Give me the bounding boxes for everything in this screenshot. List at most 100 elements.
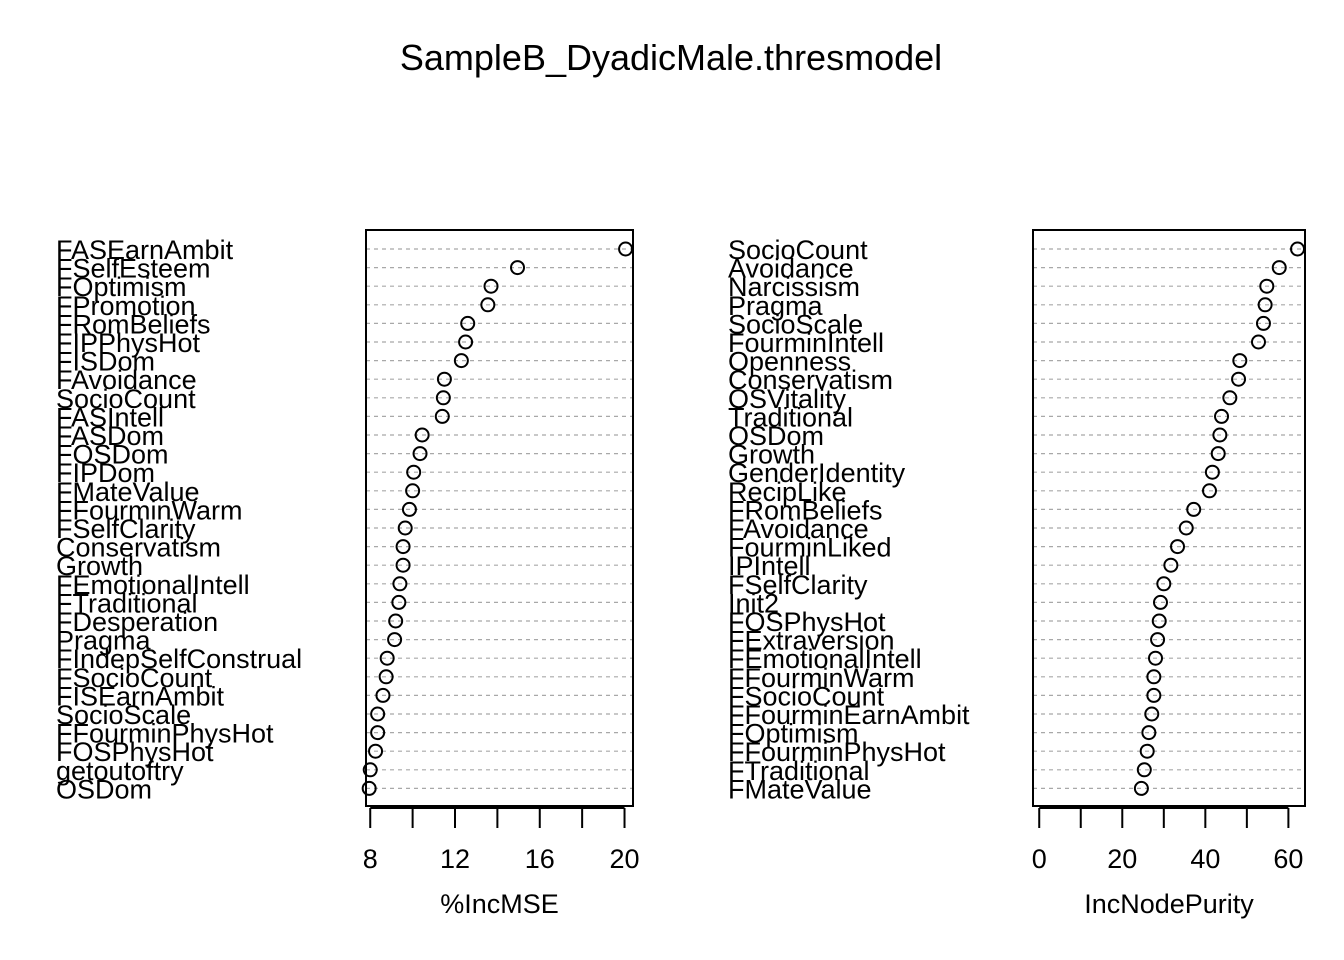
category-label: FPromotion [56,291,196,321]
category-label: FTraditional [728,756,870,786]
data-point [1150,632,1166,648]
category-label: SocioScale [56,700,191,730]
category-label: FASDom [56,421,164,451]
category-label: FSocioCount [56,663,213,693]
category-label: FMateValue [728,774,872,804]
category-label: FOptimism [56,272,187,302]
category-label: OSVitality [728,384,847,414]
data-point [1257,297,1273,313]
data-point [483,278,499,294]
category-label: FRomBeliefs [56,309,211,339]
plot-frame [365,229,634,807]
category-label: FFourminWarm [728,663,915,693]
category-label: FASIntell [56,402,164,432]
category-label: FAvoidance [728,514,869,544]
category-label: FSelfClarity [728,570,868,600]
data-point [1201,483,1217,499]
category-label: Growth [56,551,143,581]
data-point [1139,743,1155,759]
data-point [1136,762,1152,778]
data-point [1232,353,1248,369]
x-tick-label: 8 [363,844,378,874]
category-label: getoutoftry [56,756,184,786]
data-point [406,464,422,480]
data-point [460,315,476,331]
category-label: FEmotionalIntell [728,644,922,674]
plot-frame [1032,229,1306,807]
panel-incmse: FASEarnAmbitFSelfEsteemFOptimismFPromoti… [56,229,640,919]
data-point [361,780,377,796]
data-point [1210,446,1226,462]
category-label: FOSDom [56,440,169,470]
data-point [1250,334,1266,350]
category-label: FFourminEarnAmbit [728,700,970,730]
category-label: FTraditional [56,588,198,618]
data-point [453,353,469,369]
category-label: FOptimism [728,719,859,749]
chart-title: SampleB_DyadicMale.thresmodel [400,37,942,78]
data-point [480,297,496,313]
category-label: FOSPhysHot [56,737,214,767]
data-point [1204,464,1220,480]
data-point [1146,687,1162,703]
data-point [1141,725,1157,741]
data-point [1255,315,1271,331]
category-label: FAvoidance [56,365,197,395]
data-point [395,539,411,555]
category-label: SocioCount [56,384,196,414]
category-label: GenderIdentity [728,458,906,488]
data-point [1133,780,1149,796]
category-label: Growth [728,440,815,470]
category-label: FFourminWarm [56,495,243,525]
category-label: FSelfClarity [56,514,196,544]
category-label: FSelfEsteem [56,254,211,284]
data-point [1222,390,1238,406]
category-label: FMateValue [56,477,200,507]
category-label: IPIntell [728,551,811,581]
category-label: RecipLike [728,477,847,507]
data-point [401,501,417,517]
data-point [458,334,474,350]
data-point [392,576,408,592]
data-point [1152,594,1168,610]
category-label: FASEarnAmbit [56,235,234,265]
category-label: Narcissism [728,272,860,302]
data-point [368,743,384,759]
data-point [1144,706,1160,722]
data-point [1271,260,1287,276]
category-label: SocioScale [728,309,863,339]
panel-incnodepurity: SocioCountAvoidanceNarcissismPragmaSocio… [728,229,1306,919]
data-point [510,260,526,276]
category-label: Conservatism [728,365,893,395]
category-label: Conservatism [56,533,221,563]
data-point [375,687,391,703]
data-point [412,446,428,462]
data-point [1231,371,1247,387]
data-point [414,427,430,443]
category-label: FExtraversion [728,626,895,656]
x-tick-label: 60 [1273,844,1303,874]
data-point [1186,501,1202,517]
data-point [1170,539,1186,555]
x-axis-title: IncNodePurity [1084,889,1254,919]
data-point [1156,576,1172,592]
data-point [1163,557,1179,573]
category-label: FourminIntell [728,328,884,358]
data-point [362,762,378,778]
data-point [395,557,411,573]
data-point [397,520,413,536]
data-point [370,725,386,741]
x-tick-label: 16 [525,844,555,874]
category-label: Avoidance [728,254,854,284]
category-label: Pragma [728,291,824,321]
category-label: Openness [728,347,851,377]
category-label: Traditional [728,402,853,432]
category-label: FSocioCount [728,681,885,711]
data-point [1151,613,1167,629]
data-point [370,706,386,722]
data-point [435,390,451,406]
category-label: FEmotionalIntell [56,570,250,600]
data-point [1146,669,1162,685]
category-label: FDesperation [56,607,218,637]
